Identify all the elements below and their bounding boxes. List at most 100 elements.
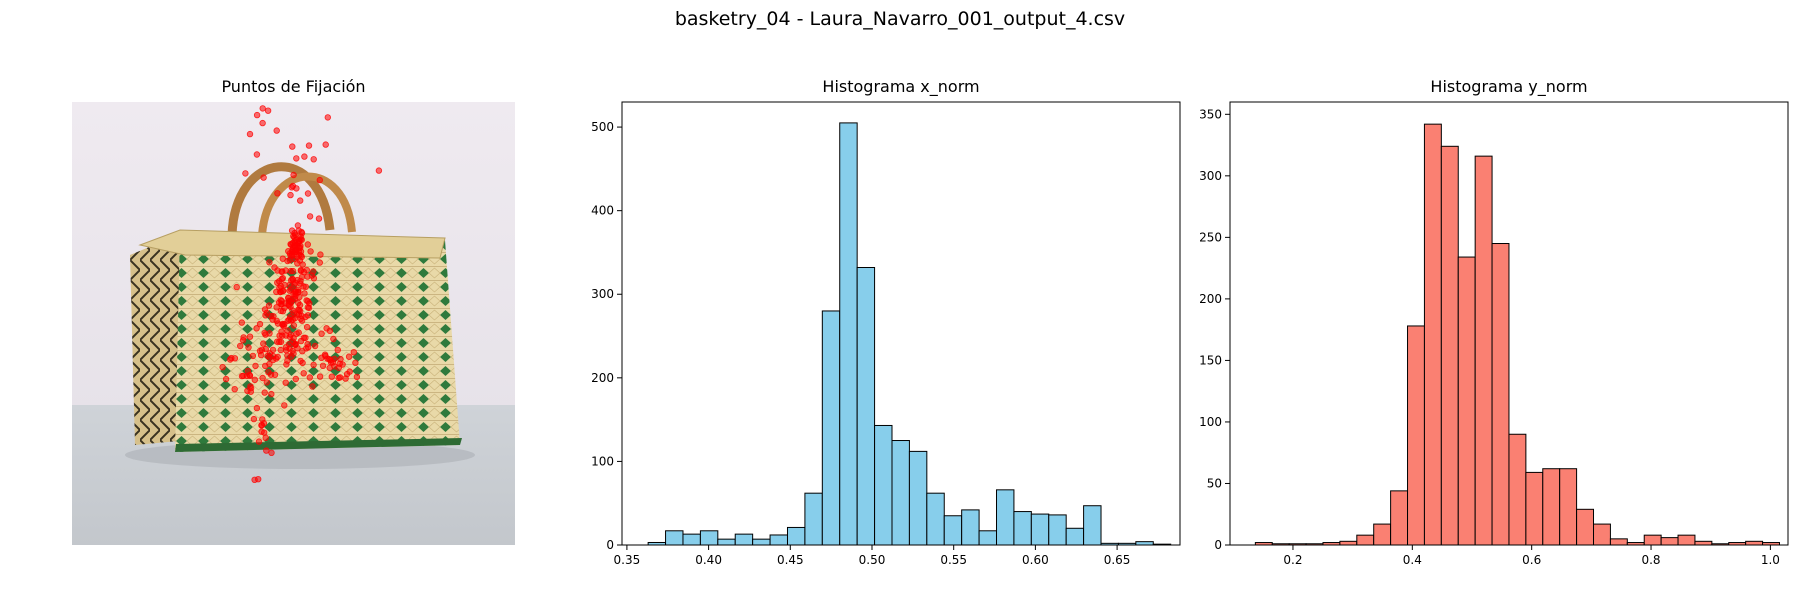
fixation-point-109 [289, 275, 296, 283]
fixation-point-111 [301, 290, 308, 297]
fixation-point-203 [290, 335, 297, 342]
hist-y-bar-29 [1745, 540, 1764, 546]
fixation-point-158 [304, 298, 312, 305]
fixation-point-252 [318, 354, 325, 361]
hist-y-bar-8 [1390, 490, 1409, 546]
hist-y-xtick-label-1: 0.4 [1403, 553, 1422, 567]
fixation-point-274 [309, 383, 316, 390]
fixation-point-238 [260, 340, 267, 347]
fixation-point-204 [304, 312, 312, 319]
fixation-point-196 [263, 379, 270, 386]
hist-x-ytick-label-4: 400 [591, 204, 614, 218]
fixation-point-44 [297, 252, 305, 259]
fixation-point-324 [260, 174, 267, 181]
fixation-point-325 [375, 167, 383, 174]
fixation-point-233 [292, 340, 299, 348]
fixation-point-219 [305, 304, 313, 312]
fixation-point-191 [246, 333, 254, 340]
fixation-point-241 [310, 361, 317, 369]
hist-y-bar-21 [1609, 538, 1628, 546]
hist-y-bar-11 [1440, 145, 1459, 546]
hist-x-xtick-label-3: 0.50 [859, 553, 886, 567]
hist-x-bar-28 [1135, 541, 1154, 546]
fixation-point-322 [324, 114, 331, 121]
hist-x-xtick-label-4: 0.55 [940, 553, 967, 567]
fixation-point-296 [246, 371, 253, 379]
hist-x-bar-21 [1013, 511, 1032, 546]
hist-x-bar-16 [926, 492, 945, 546]
fixation-point-223 [253, 325, 260, 332]
fixation-point-237 [289, 347, 296, 355]
hist-y-bar-13 [1474, 155, 1493, 546]
fixation-point-298 [261, 389, 268, 396]
fixation-point-234 [256, 320, 264, 328]
hist-x-bar-12 [856, 267, 876, 546]
hist-y-ytick-label-5: 250 [1199, 230, 1222, 244]
fixation-point-279 [222, 375, 230, 383]
fixation-point-255 [336, 374, 344, 381]
hist-y-bar-19 [1576, 508, 1595, 546]
fixation-point-231 [263, 309, 270, 317]
fixation-point-286 [239, 337, 247, 344]
hist-y-ytick-label-4: 200 [1199, 292, 1222, 306]
fixation-point-285 [226, 356, 234, 363]
hist-y-ytick-label-3: 150 [1199, 353, 1222, 367]
fixation-point-254 [326, 364, 333, 372]
fixation-point-211 [274, 353, 281, 361]
fixation-point-222 [276, 332, 283, 339]
hist-x-bar-2 [682, 533, 701, 546]
fixation-point-302 [255, 438, 263, 445]
hist-y-bar-20 [1593, 523, 1611, 546]
hist-x-bar-24 [1065, 527, 1085, 546]
fixation-point-62 [282, 379, 289, 386]
fixation-point-208 [273, 317, 280, 325]
hist-x-bar-19 [978, 530, 998, 546]
fixation-point-230 [283, 361, 290, 368]
histogram-x-title: Histograma x_norm [822, 77, 980, 96]
fixation-point-332 [287, 191, 294, 199]
hist-x-bar-7 [769, 534, 788, 546]
fixation-point-268 [335, 364, 342, 371]
fixation-point-282 [238, 319, 245, 326]
hist-x-bar-23 [1048, 514, 1067, 546]
fixation-point-273 [327, 359, 335, 366]
fixation-point-323 [322, 141, 329, 148]
fixation-point-338 [273, 127, 280, 134]
fixation-point-291 [262, 345, 269, 353]
fixation-point-287 [247, 383, 254, 390]
hist-y-ytick-label-2: 100 [1199, 415, 1222, 429]
fixation-point-178 [277, 346, 284, 354]
fixation-point-265 [334, 346, 341, 354]
hist-y-xtick-label-2: 0.6 [1522, 553, 1541, 567]
hist-x-bar-22 [1030, 513, 1050, 546]
basket-photo [72, 102, 515, 545]
fixation-point-0 [317, 251, 324, 258]
fixation-point-321 [315, 215, 323, 222]
fixation-point-213 [233, 283, 240, 291]
fixation-point-317 [293, 155, 300, 162]
hist-x-bar-10 [821, 310, 841, 546]
fixation-point-195 [300, 370, 307, 377]
fixation-point-261 [345, 353, 353, 360]
fixation-point-229 [297, 337, 305, 345]
fixation-point-266 [319, 362, 327, 369]
fixation-point-106 [311, 342, 319, 350]
fixation-point-288 [269, 346, 277, 354]
hist-x-ytick-label-3: 300 [591, 287, 614, 301]
hist-y-bar-10 [1423, 123, 1442, 546]
hist-x-ytick-label-1: 100 [591, 454, 614, 468]
fixation-point-166 [276, 278, 283, 285]
hist-x-bar-9 [804, 492, 823, 546]
fixation-point-217 [276, 338, 283, 345]
hist-x-xtick-label-0: 0.35 [614, 553, 641, 567]
hist-x-ytick-label-2: 200 [591, 371, 614, 385]
fixation-point-135 [287, 286, 295, 293]
hist-y-bar-15 [1508, 433, 1527, 546]
fixation-point-333 [297, 197, 304, 204]
hist-x-bar-18 [961, 509, 980, 546]
fixation-point-46 [287, 240, 294, 248]
fixation-point-147 [289, 267, 297, 275]
fixation-point-330 [242, 170, 249, 177]
fixation-point-126 [295, 329, 302, 336]
hist-y-ytick-label-7: 350 [1199, 107, 1222, 121]
